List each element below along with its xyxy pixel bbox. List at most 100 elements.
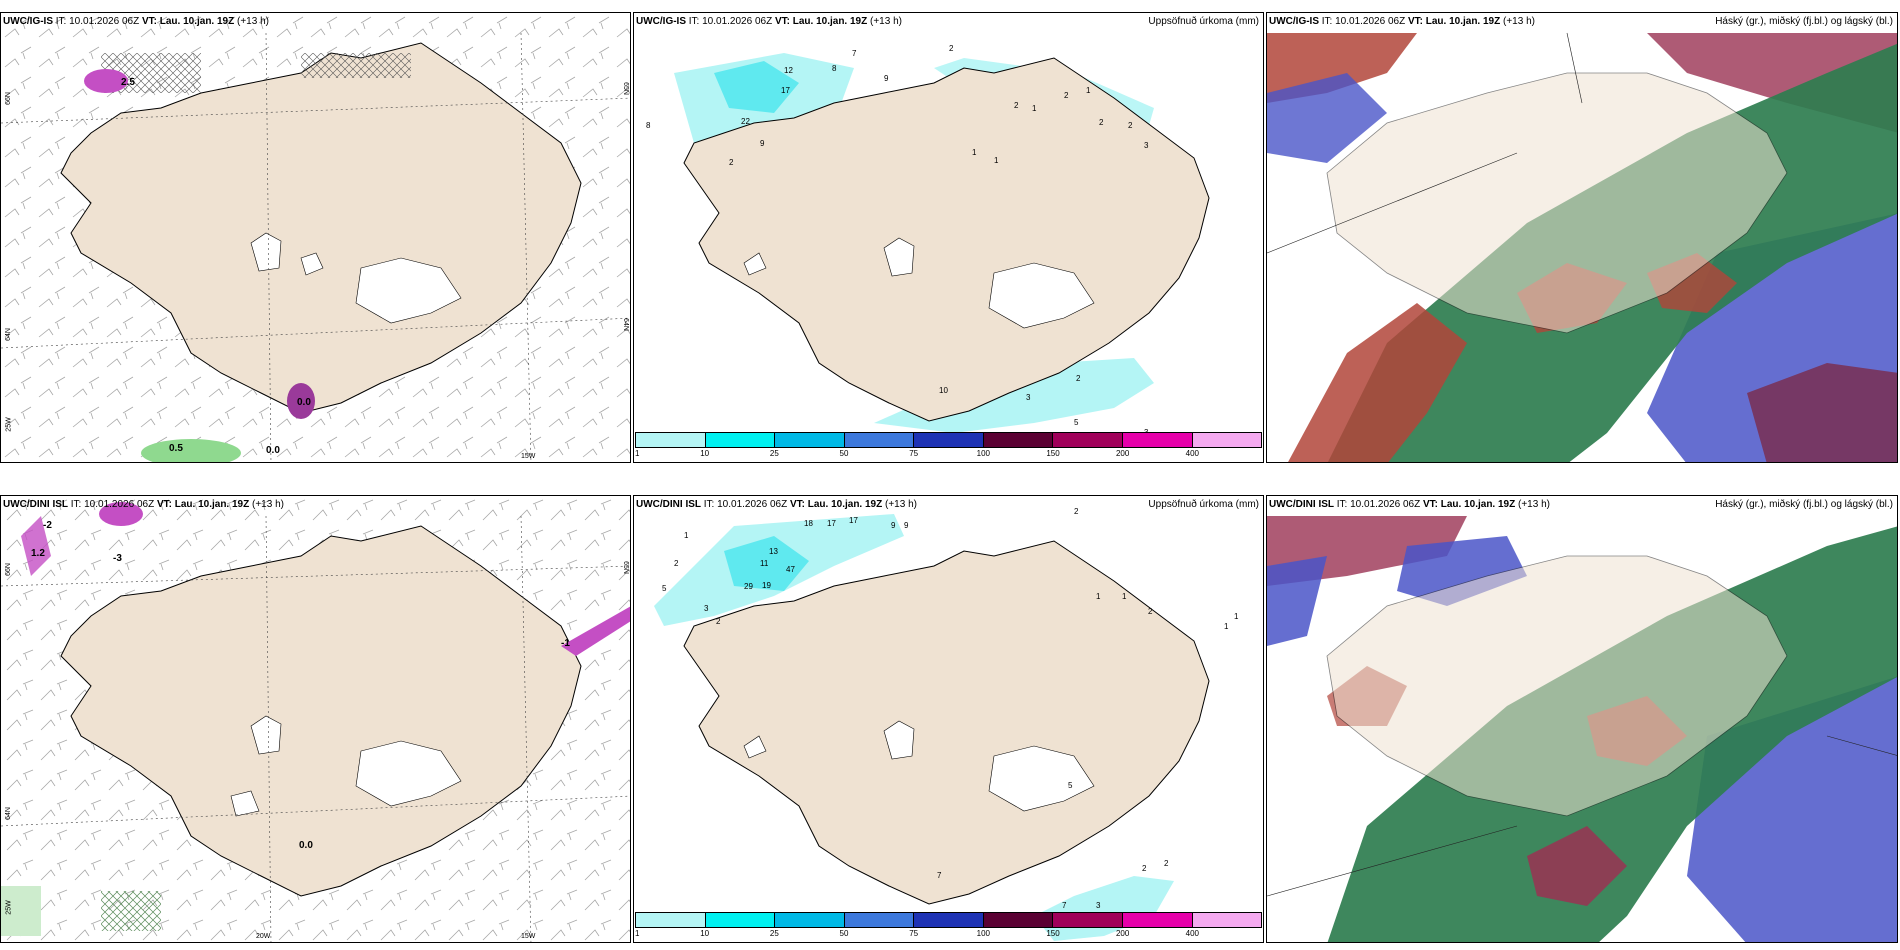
temp-label: -2 (43, 520, 52, 531)
legend-tick: 1 (635, 449, 640, 458)
precip-value: 22 (741, 117, 750, 126)
precip-value: 2 (716, 617, 721, 626)
panel-clouds-igis: UWC/IG-IS IT: 10.01.2026 06Z VT: Lau. 10… (1266, 12, 1898, 463)
precip-value: 3 (1144, 141, 1149, 150)
precip-value: 1 (684, 531, 689, 540)
panel-title: Háský (gr.), miðský (fj.bl.) og lágský (… (1715, 499, 1893, 510)
lead-time: (+13 h) (870, 16, 902, 27)
precip-value: 2 (1099, 118, 1104, 127)
model-name: UWC/IG-IS (1269, 16, 1319, 27)
init-time: IT: 10.01.2026 06Z (1336, 499, 1421, 510)
precip-value: 2 (674, 559, 679, 568)
precip-value: 8 (646, 121, 651, 130)
valid-time: VT: Lau. 10.jan. 19Z (1407, 16, 1501, 27)
temp-label: 0.0 (297, 397, 311, 408)
panel-title: Uppsöfnuð úrkoma (mm) (1148, 499, 1259, 510)
iceland-land (60, 42, 582, 414)
legend-swatch (1122, 913, 1193, 927)
precip-value: 2 (1076, 374, 1081, 383)
legend-ticks: 1 10 25 50 75 100 150 200 400 (635, 449, 1262, 460)
precip-value: 19 (762, 581, 771, 590)
precip-value: 2 (1074, 507, 1079, 516)
precip-value: 1 (1096, 592, 1101, 601)
precip-value: 1 (1224, 622, 1229, 631)
panel-header: UWC/DINI ISL IT: 10.01.2026 06Z VT: Lau.… (636, 498, 1261, 512)
precip-value: 2 (1014, 101, 1019, 110)
panel-precip-dini: UWC/DINI ISL IT: 10.01.2026 06Z VT: Lau.… (633, 495, 1264, 943)
precip-value: 2 (1142, 864, 1147, 873)
legend-swatch (983, 433, 1054, 447)
legend-swatch (1053, 913, 1123, 927)
cloud-map (1267, 32, 1897, 462)
panel-header: UWC/IG-IS IT: 10.01.2026 06Z VT: Lau. 10… (3, 15, 628, 29)
legend-tick: 75 (909, 929, 919, 938)
precip-value: 17 (781, 86, 790, 95)
legend-swatch (775, 433, 845, 447)
legend-swatch (775, 913, 845, 927)
precip-value: 1 (972, 148, 977, 157)
precip-value: 3 (704, 604, 709, 613)
valid-time: VT: Lau. 10.jan. 19Z (789, 499, 883, 510)
init-time: IT: 10.01.2026 06Z (55, 16, 140, 27)
axis-label: 65N (621, 561, 629, 574)
axis-label: 66N (4, 563, 12, 576)
init-time: IT: 10.01.2026 06Z (1321, 16, 1406, 27)
legend-tick: 50 (839, 449, 849, 458)
precip-value: 3 (1026, 393, 1031, 402)
precip-legend: 1 10 25 50 75 100 150 200 400 (635, 912, 1262, 941)
axis-label: 66N (4, 92, 12, 105)
precip-value: 8 (832, 64, 837, 73)
panel-wind-temp-dini: UWC/DINI ISL IT: 10.01.2026 06Z VT: Lau.… (0, 495, 631, 943)
precip-value: 18 (804, 519, 813, 528)
legend-tick: 400 (1185, 449, 1200, 458)
legend-swatch (1192, 913, 1262, 927)
lead-time: (+13 h) (252, 499, 284, 510)
legend-swatch (1122, 433, 1193, 447)
panel-header: UWC/IG-IS IT: 10.01.2026 06Z VT: Lau. 10… (1269, 15, 1895, 29)
legend-tick: 75 (909, 449, 919, 458)
precip-value: 1 (1234, 612, 1239, 621)
precip-value: 47 (786, 565, 795, 574)
legend-tick: 25 (769, 929, 779, 938)
legend-tick: 10 (700, 929, 710, 938)
precip-value: 9 (891, 521, 896, 530)
model-name: UWC/IG-IS (636, 16, 686, 27)
precip-value: 17 (827, 519, 836, 528)
init-time: IT: 10.01.2026 06Z (703, 499, 788, 510)
precip-value: 7 (1062, 901, 1067, 910)
legend-ticks: 1 10 25 50 75 100 150 200 400 (635, 929, 1262, 940)
axis-label: 25W (5, 900, 13, 915)
axis-label: 15W (521, 933, 536, 940)
panel-clouds-dini: UWC/DINI ISL IT: 10.01.2026 06Z VT: Lau.… (1266, 495, 1898, 943)
model-name: UWC/IG-IS (3, 16, 53, 27)
precip-value: 2 (1148, 607, 1153, 616)
precip-value: 29 (744, 582, 753, 591)
panel-header: UWC/DINI ISL IT: 10.01.2026 06Z VT: Lau.… (1269, 498, 1895, 512)
precip-value: 5 (1074, 418, 1079, 427)
wind-map: -2 1.2 -3 0.0 -1 (1, 496, 630, 942)
precip-value: 3 (1096, 901, 1101, 910)
legend-swatch (844, 913, 915, 927)
legend-tick: 100 (976, 929, 991, 938)
precip-legend: 1 10 25 50 75 100 150 200 400 (635, 432, 1262, 461)
legend-tick: 200 (1115, 929, 1130, 938)
precip-value: 17 (849, 516, 858, 525)
panel-header: UWC/IG-IS IT: 10.01.2026 06Z VT: Lau. 10… (636, 15, 1261, 29)
precip-value: 2 (1064, 91, 1069, 100)
precip-map: 8 7 2 9 12 17 22 9 2 8 2 1 2 1 2 2 3 1 1… (646, 44, 1210, 437)
precip-value: 2 (1128, 121, 1133, 130)
precip-value: 1 (994, 156, 999, 165)
temp-label: 0.5 (169, 443, 183, 454)
temp-label: 0.0 (299, 840, 313, 851)
precip-value: 2 (729, 158, 734, 167)
axis-label: 20W (256, 933, 271, 940)
panel-header: UWC/DINI ISL IT: 10.01.2026 06Z VT: Lau.… (3, 498, 628, 512)
legend-swatch (636, 433, 706, 447)
temp-label: 1.2 (31, 548, 45, 559)
legend-swatch (914, 433, 984, 447)
lead-time: (+13 h) (237, 16, 269, 27)
precip-value: 9 (904, 521, 909, 530)
valid-time: VT: Lau. 10.jan. 19Z (774, 16, 868, 27)
precip-value: 5 (662, 584, 667, 593)
precip-value: 13 (769, 547, 778, 556)
